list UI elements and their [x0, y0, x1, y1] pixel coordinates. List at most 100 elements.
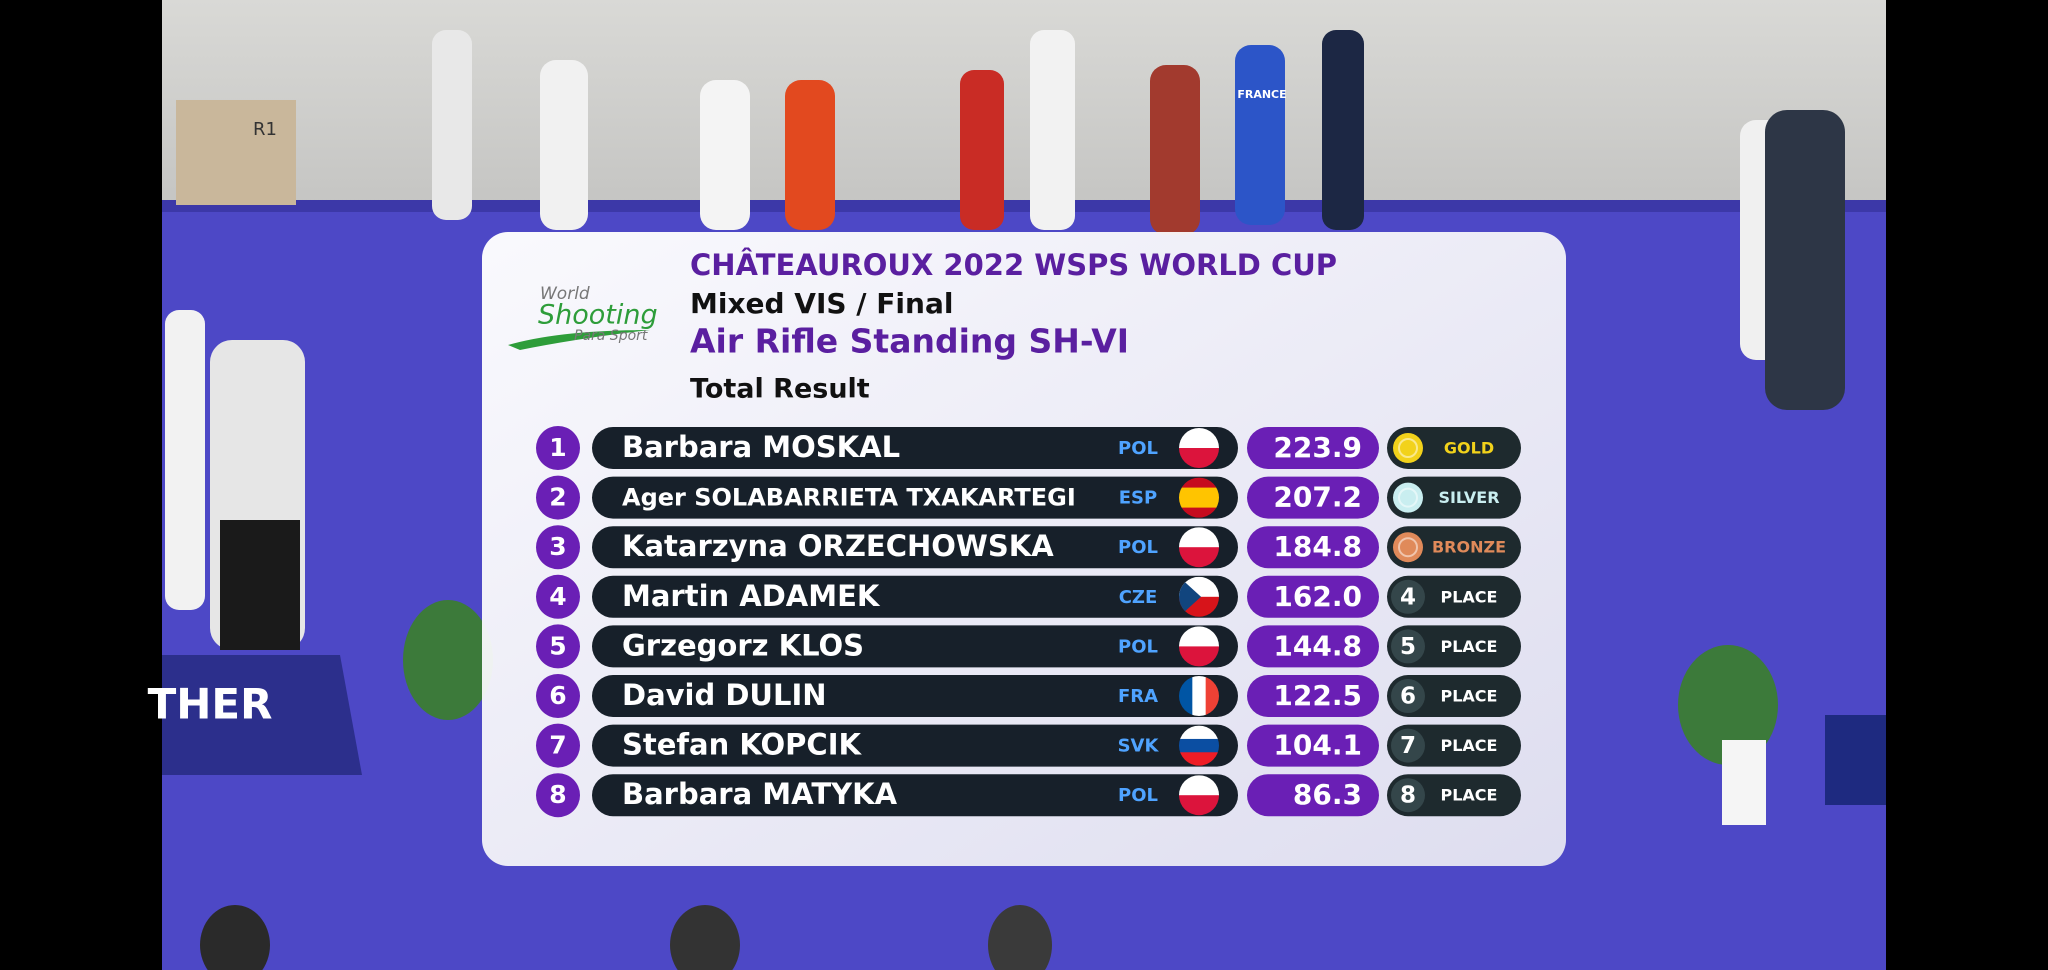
name-bar	[592, 476, 1238, 519]
rank: 7	[549, 731, 566, 760]
rank-badge	[536, 574, 580, 619]
medal: PLACE	[1441, 736, 1498, 755]
medal-icon-ring	[1398, 438, 1418, 458]
medal-box	[1387, 476, 1521, 519]
athlete-name: Martin ADAMEK	[622, 579, 881, 613]
medal-icon	[1393, 532, 1423, 563]
flag	[1179, 725, 1219, 766]
score: 207.2	[1273, 481, 1362, 514]
medal: PLACE	[1441, 687, 1498, 706]
name-bar	[592, 526, 1238, 569]
medal: PLACE	[1441, 786, 1498, 805]
flag-stripe	[1192, 676, 1207, 716]
name-bar	[592, 675, 1238, 717]
rank-badge	[536, 624, 580, 669]
logo-para: Para Sport	[574, 328, 648, 344]
result-row: 3 Katarzyna ORZECHOWSKA POL 184.8 BRONZE	[536, 525, 1521, 570]
flag-stripe	[1179, 487, 1219, 499]
athlete-name: Katarzyna ORZECHOWSKA	[622, 529, 1054, 563]
rank: 5	[549, 631, 566, 660]
place-number: 7	[1400, 733, 1416, 759]
flag-stripe	[1179, 507, 1219, 518]
score-box	[1247, 625, 1379, 668]
athlete-name: Barbara MOSKAL	[622, 430, 900, 464]
country: POL	[1118, 785, 1158, 806]
score-box	[1247, 427, 1379, 469]
place-icon	[1391, 778, 1425, 813]
result-row: 8 Barbara MATYKA POL 86.3 8 PLACE	[536, 773, 1521, 818]
shirt-text: FRANCE	[1237, 88, 1286, 101]
score: 86.3	[1293, 778, 1362, 811]
logo: World Shooting Para Sport	[508, 284, 658, 350]
score-box	[1247, 675, 1379, 717]
logo-world: World	[540, 284, 590, 304]
flag-stripe	[1179, 646, 1219, 667]
stage: Total Result	[690, 374, 870, 405]
rank: 8	[549, 780, 566, 809]
rank-badge	[536, 674, 580, 718]
result-row: 4 Martin ADAMEK CZE 162.0 4 PLACE	[536, 574, 1521, 619]
result-row: 2 Ager SOLABARRIETA TXAKARTEGI ESP 207.2 SIL…	[536, 475, 1521, 520]
floor-edge	[162, 200, 1886, 212]
name-bar	[592, 427, 1238, 469]
rank-badge	[536, 475, 580, 520]
flag-stripe	[1179, 775, 1219, 796]
flag-stripe	[1179, 448, 1219, 468]
score-box	[1247, 476, 1379, 519]
medal-box	[1387, 427, 1521, 469]
name-bar	[592, 625, 1238, 668]
flag	[1179, 576, 1219, 617]
medal-box	[1387, 526, 1521, 569]
rank-badge	[536, 773, 580, 818]
score: 104.1	[1273, 729, 1362, 762]
flag-stripe	[1179, 626, 1219, 647]
score: 122.5	[1273, 679, 1362, 712]
score: 162.0	[1273, 580, 1362, 613]
medal-icon-ring	[1398, 487, 1418, 508]
title: CHÂTEAUROUX 2022 WSPS WORLD CUP	[690, 248, 1337, 282]
name-bar	[592, 774, 1238, 817]
results-table: 1 Barbara MOSKAL POL 223.9 GOLD 2 Ager SOLABAR…	[536, 426, 1521, 818]
flag	[1179, 626, 1219, 667]
flag-stripe	[1205, 676, 1219, 716]
rank: 3	[549, 532, 566, 561]
banner-text: THER	[148, 680, 273, 729]
country: ESP	[1119, 488, 1157, 509]
flag	[1179, 428, 1219, 468]
discipline: Air Rifle Standing SH-VI	[690, 322, 1129, 361]
rank-badge	[536, 723, 580, 768]
result-row: 1 Barbara MOSKAL POL 223.9 GOLD	[536, 426, 1521, 470]
flag	[1179, 527, 1219, 568]
flag-stripe	[1179, 547, 1219, 568]
result-row: 6 David DULIN FRA 122.5 6 PLACE	[536, 674, 1521, 718]
place-icon	[1391, 679, 1425, 713]
flag-stripe	[1179, 795, 1219, 816]
medal: PLACE	[1441, 637, 1498, 656]
rank: 6	[549, 681, 566, 710]
flag-hoist	[1179, 576, 1201, 617]
flag	[1179, 676, 1219, 716]
medal: SILVER	[1438, 488, 1499, 507]
place-icon	[1391, 629, 1425, 664]
score-box	[1247, 724, 1379, 767]
result-row: 5 Grzegorz KLOS POL 144.8 5 PLACE	[536, 624, 1521, 669]
logo-shooting: Shooting	[538, 300, 658, 331]
rank-badge	[536, 426, 580, 470]
athlete-name: David DULIN	[622, 678, 827, 712]
flag-stripe	[1179, 676, 1193, 716]
rank: 1	[549, 433, 566, 462]
name-bar	[592, 575, 1238, 618]
result-row: 7 Stefan KOPCIK SVK 104.1 7 PLACE	[536, 723, 1521, 768]
box-label: R1	[253, 119, 277, 140]
rank: 4	[549, 582, 566, 611]
athlete-name: Ager SOLABARRIETA TXAKARTEGI	[622, 484, 1076, 512]
medal: GOLD	[1444, 439, 1494, 458]
score: 184.8	[1273, 530, 1362, 563]
athlete-name: Grzegorz KLOS	[622, 628, 864, 662]
medal-icon-ring	[1398, 537, 1418, 558]
event: Mixed VIS / Final	[690, 287, 953, 320]
place-icon	[1391, 728, 1425, 763]
medal: PLACE	[1441, 587, 1498, 606]
score: 223.9	[1273, 431, 1362, 464]
